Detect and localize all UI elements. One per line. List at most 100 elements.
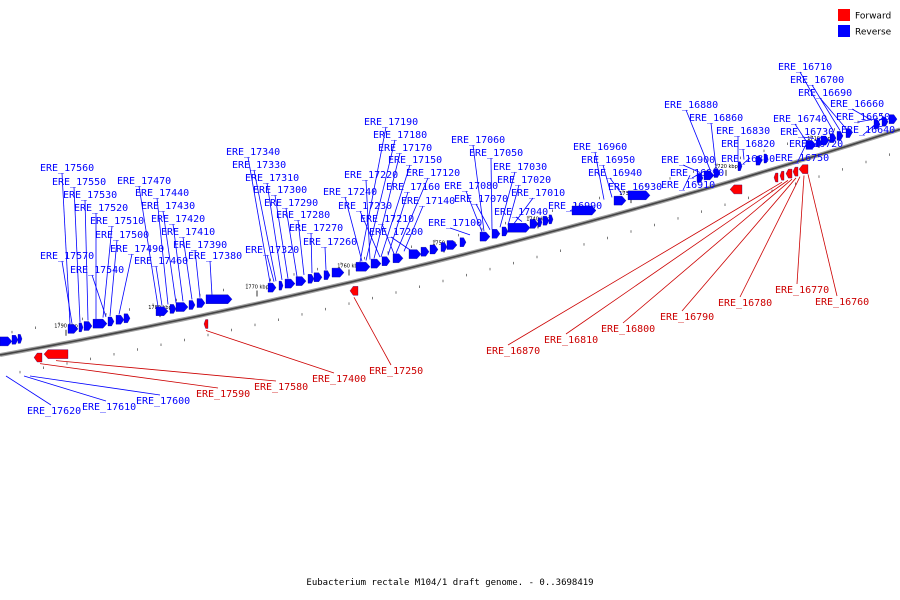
gene-arrows bbox=[0, 114, 898, 363]
gene-arrow-reverse bbox=[529, 219, 539, 229]
gene-label: ERE_16790 bbox=[660, 312, 714, 323]
leader-line bbox=[91, 274, 107, 318]
gene-label: ERE_17380 bbox=[188, 251, 242, 262]
leader-line bbox=[390, 236, 411, 251]
gene-label: ERE_17320 bbox=[245, 245, 299, 256]
gene-label: ERE_16880 bbox=[664, 100, 718, 111]
leader-line bbox=[742, 148, 745, 160]
gene-arrow-reverse bbox=[491, 229, 501, 239]
gene-arrow-reverse bbox=[11, 335, 19, 345]
gene-label: ERE_17500 bbox=[95, 230, 149, 241]
scale-tick-label: 1770 kbp bbox=[245, 284, 269, 290]
gene-label: ERE_17010 bbox=[511, 188, 565, 199]
gene-label: ERE_17570 bbox=[40, 251, 94, 262]
leader-line bbox=[609, 177, 623, 195]
leader-line bbox=[807, 174, 838, 297]
leader-line bbox=[594, 151, 605, 200]
leader-line bbox=[109, 239, 118, 317]
leader-line bbox=[569, 206, 579, 212]
gene-arrow-forward bbox=[203, 319, 209, 329]
gene-label: ERE_17290 bbox=[264, 198, 318, 209]
leader-line bbox=[359, 210, 381, 258]
leader-line bbox=[387, 191, 409, 256]
genome-backbone bbox=[0, 127, 900, 357]
gene-label: ERE_17510 bbox=[90, 216, 144, 227]
gene-label: ERE_17230 bbox=[338, 201, 392, 212]
gene-arrow-reverse bbox=[820, 135, 830, 146]
gene-arrow-forward bbox=[779, 171, 785, 181]
gene-arrow-reverse bbox=[420, 247, 430, 257]
gene-label: ERE_16780 bbox=[718, 298, 772, 309]
gene-arrow-reverse bbox=[763, 153, 769, 164]
gene-label: ERE_17250 bbox=[369, 366, 423, 377]
backbone-line bbox=[0, 128, 900, 356]
gene-arrow-reverse bbox=[313, 272, 323, 282]
gene-label: ERE_17170 bbox=[378, 143, 432, 154]
gene-arrow-reverse bbox=[155, 306, 169, 316]
gene-label: ERE_16960 bbox=[573, 142, 627, 153]
gene-label: ERE_16770 bbox=[775, 285, 829, 296]
leader-line bbox=[681, 177, 797, 312]
leader-line bbox=[274, 194, 289, 279]
gene-label: ERE_17440 bbox=[135, 188, 189, 199]
leader-line bbox=[685, 109, 711, 170]
gene-arrow-forward bbox=[729, 184, 743, 195]
gene-arrow-forward bbox=[349, 286, 359, 296]
leader-line bbox=[365, 139, 396, 261]
gene-arrow-reverse bbox=[188, 300, 196, 310]
leader-line bbox=[359, 126, 387, 262]
gene-label: ERE_16900 bbox=[661, 155, 715, 166]
gene-label: ERE_16650 bbox=[836, 112, 890, 123]
gene-label: ERE_17390 bbox=[173, 240, 227, 251]
gene-label: ERE_16720 bbox=[789, 139, 843, 150]
gene-label: ERE_16690 bbox=[798, 88, 852, 99]
leader-line bbox=[499, 171, 516, 228]
leader-line bbox=[61, 172, 71, 324]
gene-label: ERE_17280 bbox=[276, 210, 330, 221]
gene-arrow-reverse bbox=[507, 223, 531, 233]
leader-line bbox=[682, 175, 691, 191]
leader-line bbox=[857, 118, 879, 123]
leader-line bbox=[162, 210, 177, 303]
gene-arrow-reverse bbox=[295, 276, 307, 286]
gene-arrow-reverse bbox=[278, 280, 284, 291]
leader-line bbox=[851, 108, 873, 121]
leader-line bbox=[801, 136, 815, 139]
gene-label: ERE_16740 bbox=[773, 114, 827, 125]
gene-label: ERE_17200 bbox=[369, 227, 423, 238]
leader-line bbox=[507, 181, 783, 346]
leader-line bbox=[29, 375, 161, 396]
leader-line bbox=[682, 164, 701, 173]
legend: Forward Reverse bbox=[838, 9, 892, 38]
gene-label: ERE_17260 bbox=[303, 237, 357, 248]
gene-label: ERE_16810 bbox=[544, 335, 598, 346]
scale-tick-label: 1790 kbp bbox=[54, 324, 78, 330]
leader-line bbox=[172, 223, 184, 302]
gene-label: ERE_17540 bbox=[70, 265, 124, 276]
leader-line bbox=[513, 197, 534, 224]
gene-arrow-reverse bbox=[501, 226, 509, 237]
scale-tick-label: 1720 kbp bbox=[714, 164, 738, 170]
gene-arrow-reverse bbox=[873, 119, 881, 129]
gene-labels: ERE_17560 ERE_17550 ERE_17530 ERE_17520 ERE_… bbox=[27, 62, 895, 417]
leader-line bbox=[324, 246, 327, 270]
leader-line bbox=[297, 219, 305, 275]
genome-caption: Eubacterium rectale M104/1 draft genome.… bbox=[306, 578, 594, 588]
gene-arrow-reverse bbox=[888, 114, 898, 124]
gene-label: ERE_17080 bbox=[444, 181, 498, 192]
gene-arrow-reverse bbox=[0, 336, 13, 347]
gene-arrow-reverse bbox=[284, 278, 296, 289]
gene-arrow-reverse bbox=[323, 270, 331, 280]
leader-line bbox=[810, 135, 823, 150]
label-leaders bbox=[5, 71, 885, 406]
gene-arrow-reverse bbox=[613, 195, 627, 206]
leader-line bbox=[739, 176, 801, 298]
gene-label: ERE_16870 bbox=[486, 346, 540, 357]
gene-arrow-reverse bbox=[169, 304, 177, 314]
gene-label: ERE_16730 bbox=[780, 127, 834, 138]
gene-label: ERE_17060 bbox=[451, 135, 505, 146]
gene-label: ERE_17330 bbox=[232, 160, 286, 171]
gene-arrow-reverse bbox=[123, 313, 131, 323]
leader-line bbox=[266, 254, 275, 282]
gene-label: ERE_17070 bbox=[454, 194, 508, 205]
